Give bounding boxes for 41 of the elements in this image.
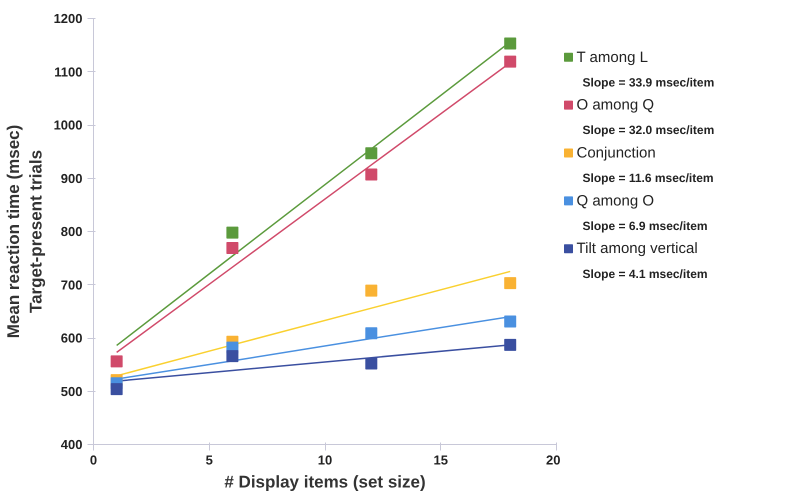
y-tick-label: 800 xyxy=(60,224,83,239)
x-tick-label: 10 xyxy=(318,452,332,468)
point xyxy=(365,147,378,160)
text: Slope = 32.0 msec/item xyxy=(582,123,714,138)
x-tick-label: 15 xyxy=(434,452,448,468)
text: Slope = 33.9 msec/item xyxy=(582,75,714,90)
legend-label: Conjunction xyxy=(576,144,656,162)
legend-label: T among L xyxy=(576,48,648,66)
point xyxy=(226,350,238,362)
y-tick-label: 400 xyxy=(60,437,83,452)
text: Slope = 11.6 msec/item xyxy=(582,171,714,186)
y-tick-label: 900 xyxy=(60,170,83,186)
x-axis-title: # Display items (set size) xyxy=(224,472,426,492)
y-tick-label: 500 xyxy=(60,384,83,399)
x-tick-label: 0 xyxy=(90,452,98,468)
point xyxy=(226,242,238,254)
y-tick-label: 600 xyxy=(60,330,83,346)
text: Slope = 4.1 msec/item xyxy=(582,266,708,281)
point xyxy=(365,358,378,370)
point xyxy=(504,38,516,50)
point xyxy=(504,315,516,328)
point xyxy=(110,355,123,368)
point xyxy=(110,383,123,396)
point xyxy=(365,284,378,297)
point xyxy=(504,56,516,68)
x-tick-label: 5 xyxy=(206,452,213,468)
point xyxy=(504,338,516,351)
y-tick-label: 1000 xyxy=(54,118,82,132)
text: Slope = 6.9 msec/item xyxy=(582,218,708,233)
y-tick-label: 1100 xyxy=(54,64,82,80)
legend-label: Q among O xyxy=(576,192,654,210)
legend-label: O among Q xyxy=(576,96,654,114)
point xyxy=(365,168,378,181)
y-tick-label: 700 xyxy=(60,277,83,292)
y-tick-label: 1200 xyxy=(54,11,82,26)
y-axis-title: Mean reaction time (msec) Target-present trials xyxy=(4,124,46,338)
point xyxy=(365,327,378,340)
x-tick-label: 20 xyxy=(546,452,561,468)
point xyxy=(504,277,516,290)
point xyxy=(226,226,238,239)
legend-label: Tilt among vertical xyxy=(576,240,698,258)
